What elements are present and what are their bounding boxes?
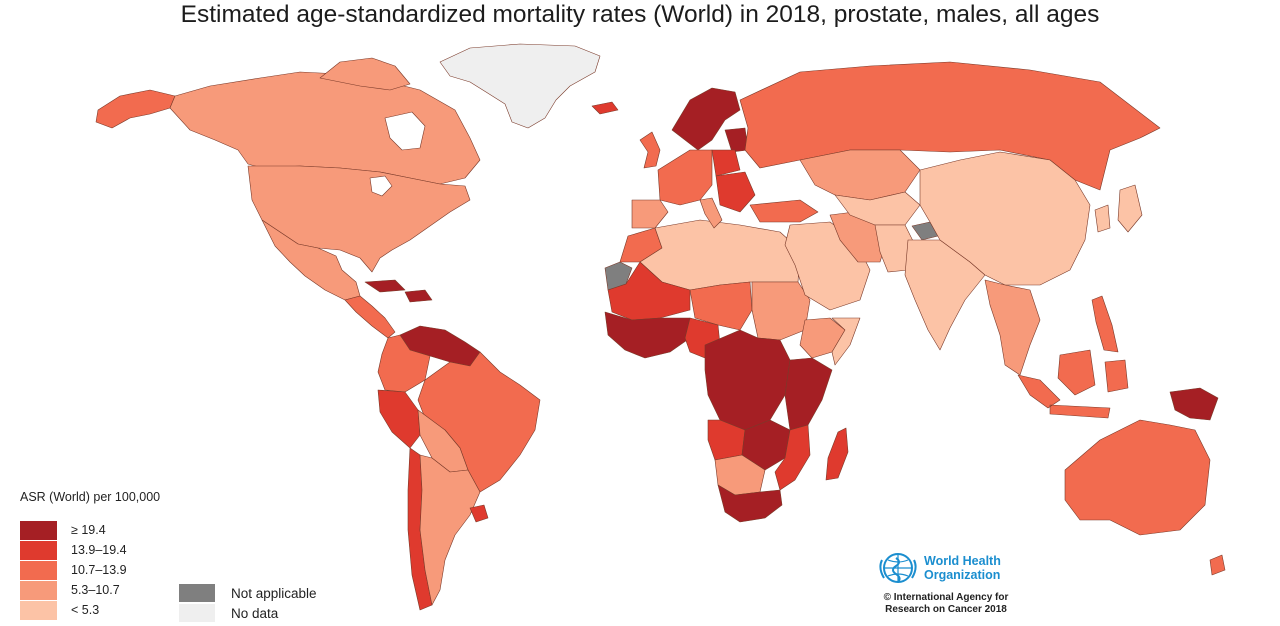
region-colombia <box>377 334 431 393</box>
copyright-line2: Research on Cancer 2018 <box>885 604 1007 615</box>
legend-row: ≥ 19.4 <box>20 520 280 540</box>
legend-row: 10.7–13.9 <box>20 560 280 580</box>
who-name: World Health Organization <box>920 554 1001 582</box>
legend-swatch <box>20 560 57 580</box>
legend-swatch <box>179 584 215 602</box>
who-emblem-icon <box>879 553 917 583</box>
region-somalia <box>831 317 861 366</box>
legend-title: ASR (World) per 100,000 <box>20 490 161 504</box>
region-baltic <box>724 127 749 153</box>
legend-row: Not applicable <box>179 583 317 603</box>
region-uruguay <box>469 504 489 523</box>
legend-row: 5.3–10.7 <box>20 580 280 600</box>
region-argentina <box>419 454 481 606</box>
region-western-europe <box>657 149 713 206</box>
legend: ASR (World) per 100,000 ≥ 19.4 13.9–19.4… <box>20 490 280 620</box>
legend-extra: Not applicable No data <box>179 583 317 623</box>
legend-label: < 5.3 <box>71 603 100 617</box>
region-southeast-asia <box>984 279 1041 376</box>
legend-label: 10.7–13.9 <box>71 563 127 577</box>
region-png <box>1169 387 1219 421</box>
who-logo: World Health Organization <box>876 548 1036 588</box>
region-north-africa <box>639 219 801 291</box>
region-central-asia <box>834 191 921 226</box>
great-lakes <box>369 175 393 197</box>
region-nordics <box>671 87 741 151</box>
region-chad-niger <box>689 281 753 331</box>
region-poland <box>711 149 741 177</box>
region-arctic-islands <box>319 57 411 91</box>
legend-label: 13.9–19.4 <box>71 543 127 557</box>
region-mauritania-mali <box>607 261 691 321</box>
legend-swatch <box>20 520 57 540</box>
legend-row: < 5.3 <box>20 600 280 620</box>
region-australia <box>1064 419 1211 536</box>
region-west-africa <box>604 311 691 359</box>
region-mozambique <box>774 424 811 491</box>
map-title: Estimated age-standardized mortality rat… <box>180 1 1100 28</box>
region-mexico <box>261 219 361 301</box>
region-balkans <box>715 171 756 213</box>
region-central-africa <box>704 329 791 431</box>
region-peru <box>377 389 421 449</box>
copyright-line1: © International Agency for <box>883 592 1009 603</box>
region-iberia <box>631 199 669 229</box>
region-new-zealand <box>1209 554 1226 576</box>
region-central-america <box>344 295 396 339</box>
who-name-line1: World Health <box>924 554 1001 568</box>
region-greenland <box>439 43 601 129</box>
region-caribbean <box>364 279 433 303</box>
region-philippines <box>1091 295 1119 353</box>
legend-swatch <box>20 580 57 600</box>
legend-label: No data <box>231 605 279 621</box>
who-name-line2: Organization <box>924 568 1001 582</box>
region-western-sahara <box>604 261 633 291</box>
region-korea-japan <box>1094 184 1143 233</box>
legend-swatch <box>179 604 215 622</box>
region-uk <box>639 131 661 169</box>
region-iceland <box>591 101 619 115</box>
legend-row: No data <box>179 603 317 623</box>
region-madagascar <box>825 427 849 481</box>
region-turkey <box>749 199 819 223</box>
legend-label: Not applicable <box>231 585 317 601</box>
region-indonesia <box>1017 349 1129 419</box>
hudson-bay <box>384 111 426 151</box>
region-china <box>919 151 1091 286</box>
legend-swatch <box>20 540 57 560</box>
region-south-africa <box>717 484 783 523</box>
region-italy <box>699 197 723 229</box>
legend-label: 5.3–10.7 <box>71 583 120 597</box>
who-credit: World Health Organization © Internationa… <box>876 548 1036 616</box>
region-alaska <box>95 89 176 129</box>
region-sudan <box>751 281 811 341</box>
legend-label: ≥ 19.4 <box>71 523 106 537</box>
legend-swatch <box>20 600 57 620</box>
legend-row: 13.9–19.4 <box>20 540 280 560</box>
region-east-africa <box>784 357 833 431</box>
